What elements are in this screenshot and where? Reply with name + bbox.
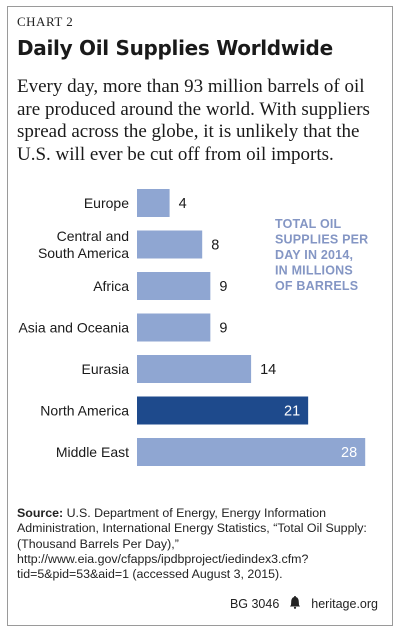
bar-north-america <box>137 396 309 425</box>
value-label-africa: 9 <box>219 279 227 295</box>
category-label-line: Africa <box>93 278 129 294</box>
category-label-north-america: North America <box>40 403 129 419</box>
chart-number: CHART 2 <box>17 14 74 29</box>
category-label-line: Central and <box>57 228 129 244</box>
category-label-eurasia: Eurasia <box>82 361 130 377</box>
value-label-north-america: 21 <box>284 404 300 420</box>
chart-title: Daily Oil Supplies Worldwide <box>17 36 333 60</box>
bars-layer: 4 Europe 8 Central and South America 9 Africa 9… <box>18 189 366 466</box>
footer-code: BG 3046 <box>229 597 280 611</box>
chart-subtitle: Every day, more than 93 million barrels … <box>17 76 370 165</box>
category-label-line: Asia and Oceania <box>18 320 129 336</box>
category-label-middle-east: Middle East <box>56 444 129 460</box>
footer: BG 3046 heritage.org <box>230 596 378 612</box>
bar-chart: 4 Europe 8 Central and South America 9 Africa 9… <box>18 189 368 466</box>
value-label-europe: 4 <box>179 196 187 212</box>
category-label-asia-oceania: Asia and Oceania <box>18 320 129 336</box>
value-label-eurasia: 14 <box>260 362 276 378</box>
category-label-line: Eurasia <box>82 361 130 377</box>
units-annotation-line: TOTAL OIL <box>275 217 342 231</box>
units-annotation-line: SUPPLIES PER <box>275 233 368 247</box>
bar-europe <box>137 189 170 217</box>
liberty-bell-icon <box>289 596 301 612</box>
units-annotation-line: IN MILLIONS <box>275 264 353 278</box>
source-text: U.S. Department of Energy, Energy Inform… <box>17 506 367 582</box>
category-label-line: Europe <box>84 195 129 211</box>
bar-middle-east <box>137 438 366 466</box>
bar-central-south-america <box>137 230 203 259</box>
category-label-line: Middle East <box>56 444 129 460</box>
chart-annotation: TOTAL OIL SUPPLIES PER DAY IN 2014, IN MILL… <box>275 217 368 293</box>
source-label: Source: <box>17 506 64 520</box>
value-label-middle-east: 28 <box>341 445 357 461</box>
source-note: Source: U.S. Department of Energy, Energ… <box>17 506 385 582</box>
value-label-central-south-america: 8 <box>211 238 219 254</box>
units-annotation-line: DAY IN 2014, <box>275 248 353 262</box>
bar-africa <box>137 272 211 300</box>
category-label-central-south-america: Central and South America <box>38 228 129 261</box>
category-label-europe: Europe <box>84 195 129 211</box>
chart-frame <box>7 6 393 626</box>
value-label-asia-oceania: 9 <box>219 321 227 337</box>
bar-eurasia <box>137 355 252 383</box>
footer-site: heritage.org <box>311 597 378 611</box>
category-label-line: South America <box>38 245 129 261</box>
units-annotation-line: OF BARRELS <box>275 279 358 293</box>
category-label-africa: Africa <box>93 278 129 294</box>
units-annotation: TOTAL OIL SUPPLIES PER DAY IN 2014, IN MILL… <box>275 217 368 293</box>
category-label-line: North America <box>40 403 129 419</box>
bar-asia-oceania <box>137 313 211 342</box>
